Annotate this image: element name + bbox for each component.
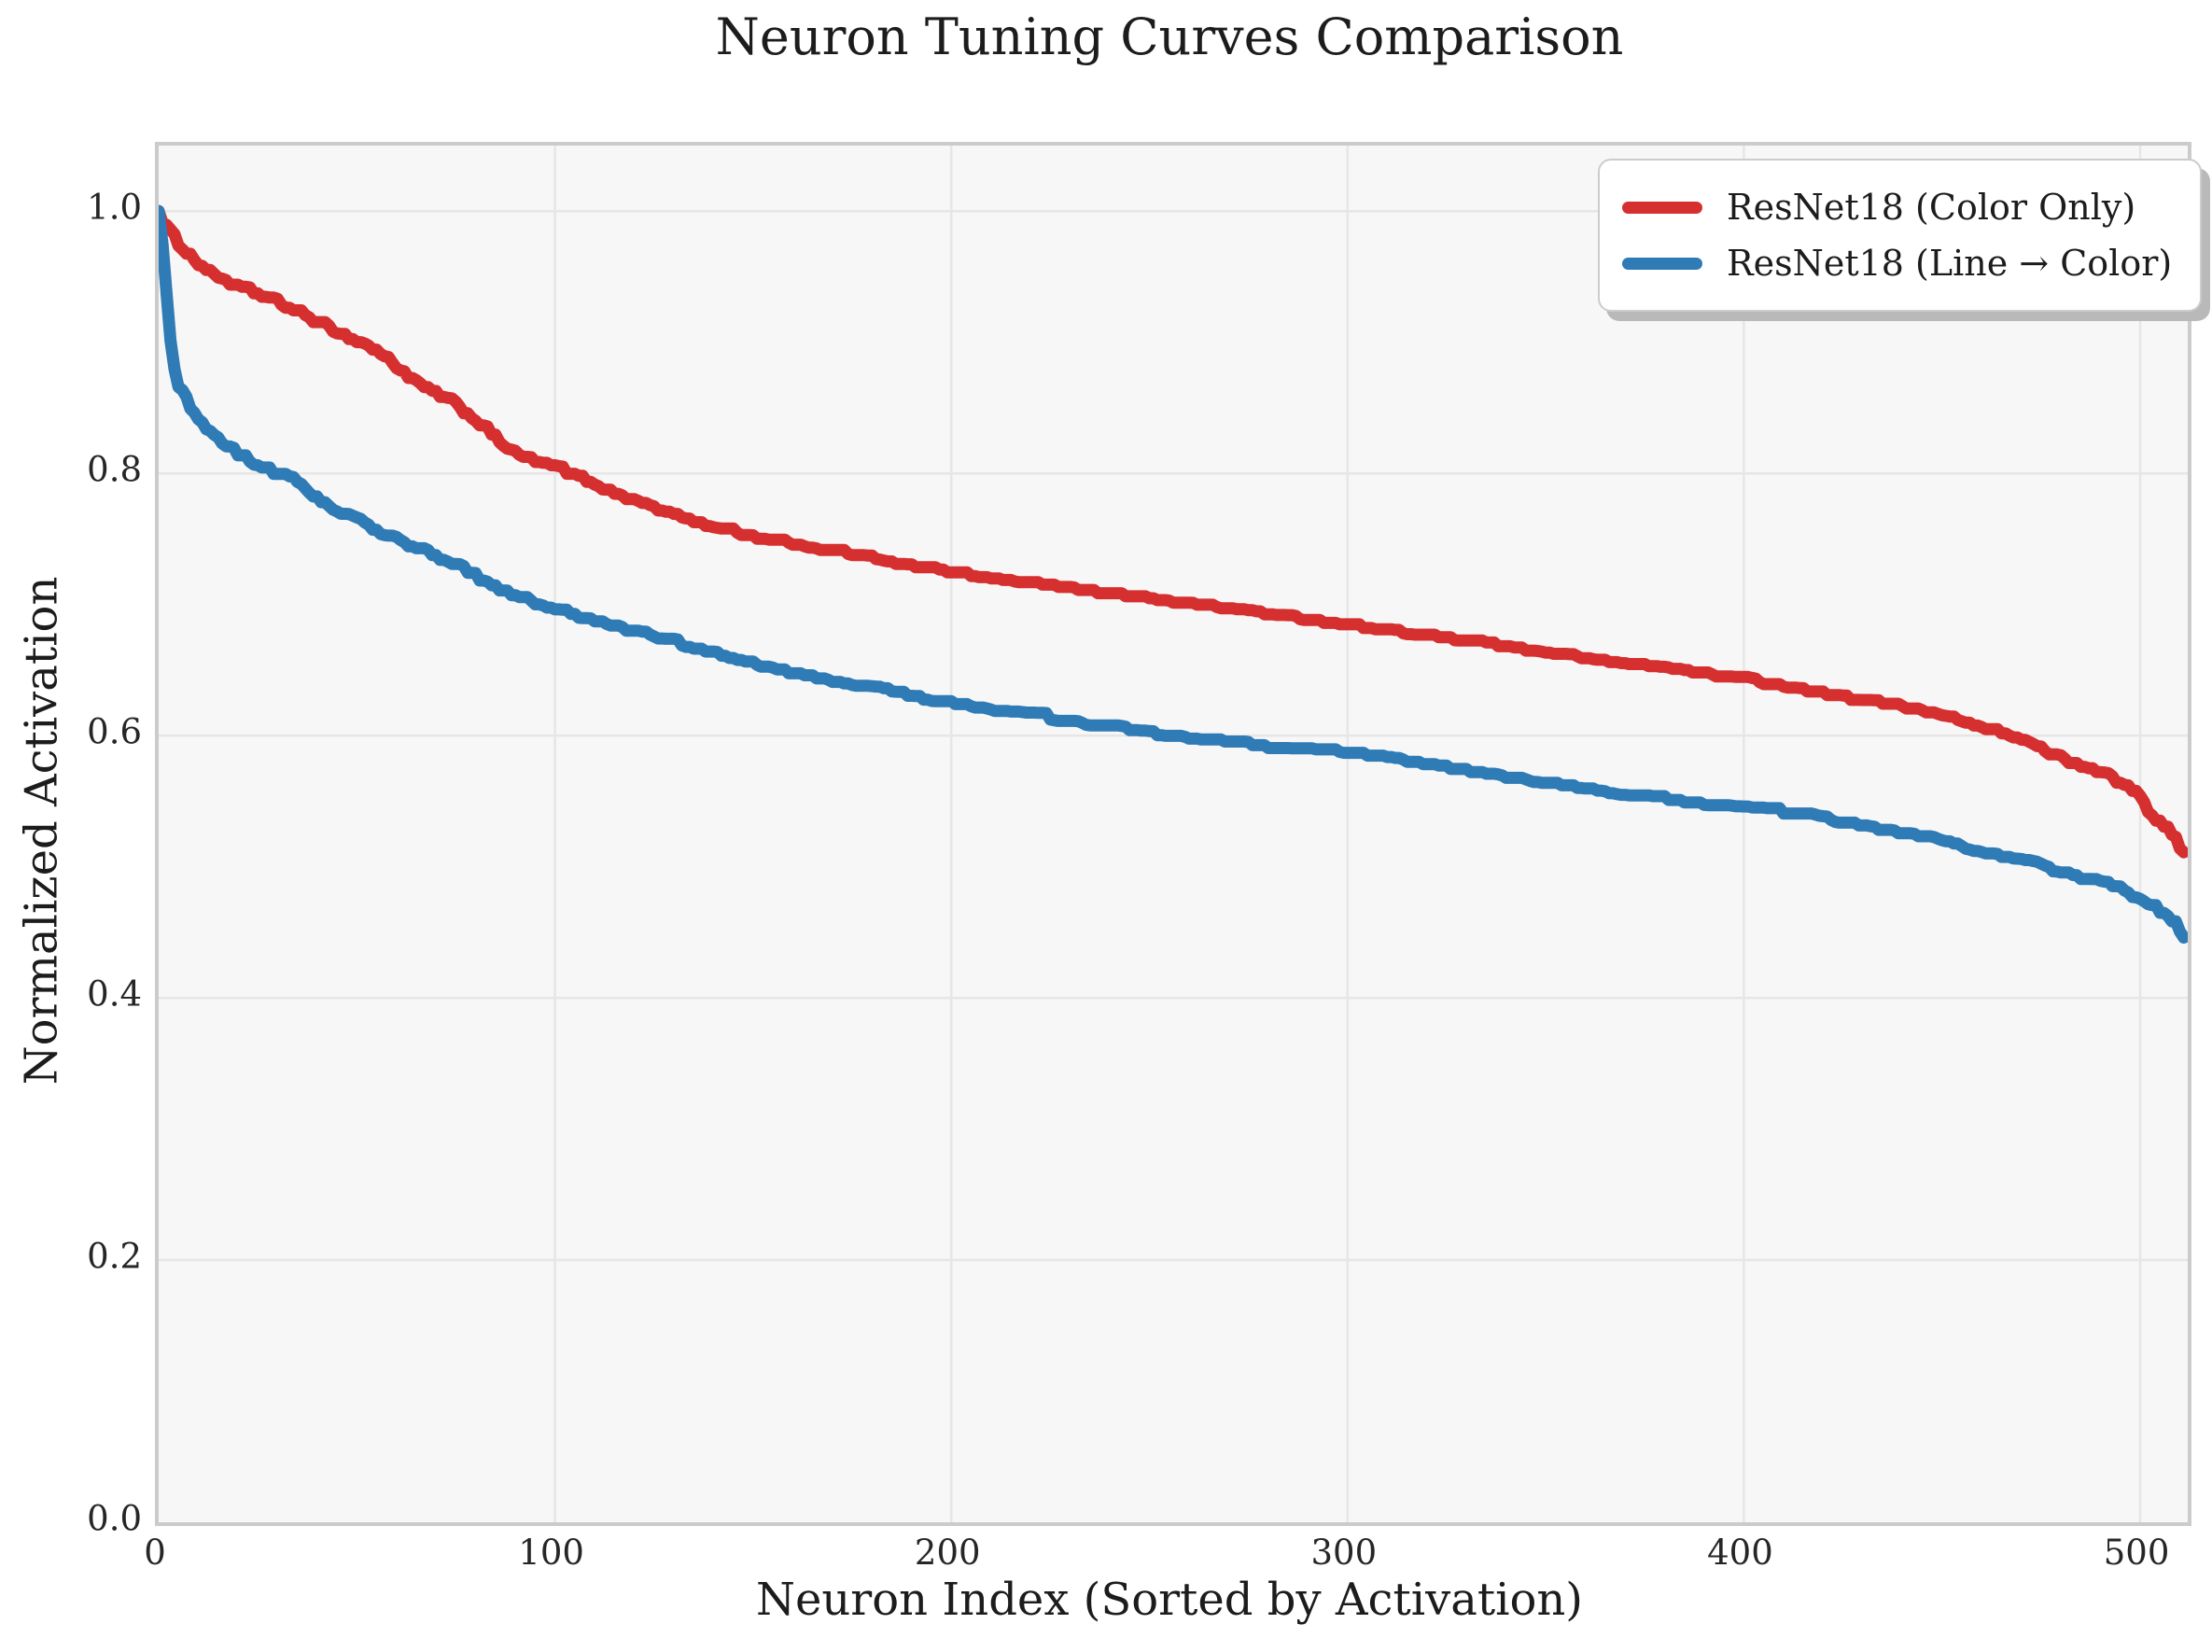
x-tick-label: 200 <box>914 1533 981 1573</box>
y-tick-label: 0.2 <box>87 1236 142 1277</box>
legend-item-line-to-color: ResNet18 (Line → Color) <box>1622 235 2172 291</box>
x-tick-label: 400 <box>1707 1533 1773 1573</box>
y-tick-label: 0.0 <box>87 1498 142 1539</box>
x-tick-label: 100 <box>518 1533 584 1573</box>
y-tick-label: 0.6 <box>87 711 142 752</box>
legend: ResNet18 (Color Only) ResNet18 (Line → C… <box>1598 159 2203 312</box>
y-axis-label: Normalized Activation <box>15 576 68 1085</box>
legend-label-line-to-color: ResNet18 (Line → Color) <box>1727 243 2173 284</box>
curve-color-only <box>159 204 2188 859</box>
chart-title: Neuron Tuning Curves Comparison <box>715 7 1624 66</box>
legend-label-color-only: ResNet18 (Color Only) <box>1727 187 2136 228</box>
x-tick-label: 500 <box>2103 1533 2170 1573</box>
x-tick-label: 0 <box>144 1533 166 1573</box>
legend-swatch-red-line <box>1622 201 1702 214</box>
y-tick-label: 0.8 <box>87 449 142 490</box>
legend-item-color-only: ResNet18 (Color Only) <box>1622 179 2172 235</box>
x-axis-label: Neuron Index (Sorted by Activation) <box>755 1574 1583 1626</box>
x-tick-label: 300 <box>1310 1533 1378 1573</box>
plot-canvas <box>159 146 2188 1522</box>
y-axis-label-wrap: Normalized Activation <box>13 142 69 1519</box>
legend-swatch-blue-line <box>1622 257 1702 270</box>
y-tick-label: 1.0 <box>87 187 142 228</box>
plot-area <box>155 142 2191 1526</box>
curve-line-to-color <box>159 204 2188 944</box>
y-tick-label: 0.4 <box>87 973 142 1015</box>
